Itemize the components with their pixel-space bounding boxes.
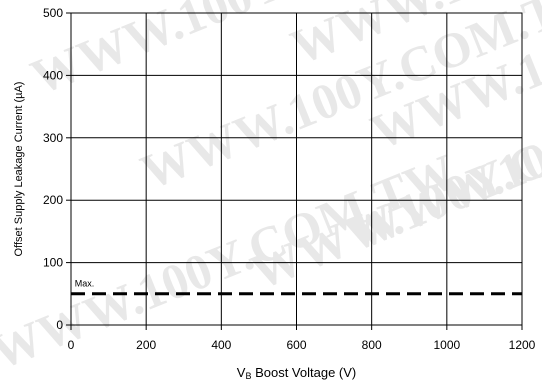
- y-tick-label: 0: [56, 318, 63, 332]
- y-tick-label: 400: [43, 68, 63, 82]
- x-tick-label: 1200: [509, 338, 536, 352]
- y-tick-label: 100: [43, 256, 63, 270]
- x-tick-label: 800: [362, 338, 382, 352]
- x-tick-label: 600: [286, 338, 306, 352]
- x-axis-title-rest: Boost Voltage (V): [251, 365, 356, 380]
- x-axis-title-subscript: B: [245, 371, 251, 381]
- y-tick-label: 300: [43, 131, 63, 145]
- x-axis-title-main: V: [237, 365, 246, 380]
- x-axis-title: VB Boost Voltage (V): [237, 365, 356, 381]
- max-annotation: Max.: [75, 278, 95, 288]
- y-axis-ticks: 0 100 200 300 400 500: [43, 6, 71, 332]
- annotation-layer: Max.: [75, 278, 95, 288]
- y-tick-label: 200: [43, 193, 63, 207]
- x-axis-ticks: 0 200 400 600 800 1000 1200: [68, 325, 536, 352]
- x-tick-label: 0: [68, 338, 75, 352]
- x-tick-label: 200: [136, 338, 156, 352]
- y-axis-title: Offset Supply Leakage Current (µA): [13, 82, 25, 257]
- x-tick-label: 400: [211, 338, 231, 352]
- y-tick-label: 500: [43, 6, 63, 20]
- x-tick-label: 1000: [433, 338, 460, 352]
